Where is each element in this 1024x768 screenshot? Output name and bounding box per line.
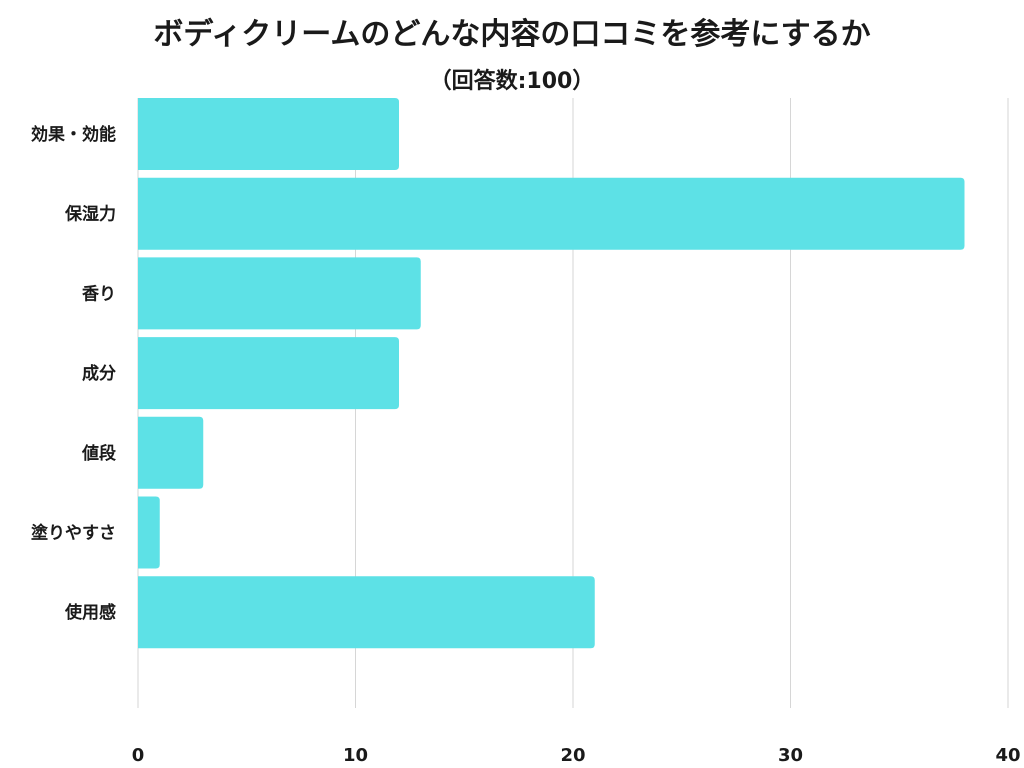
x-tick-label: 30 — [778, 745, 803, 766]
bar-6 — [138, 576, 595, 649]
x-tick-label: 40 — [995, 745, 1020, 766]
category-label: 成分 — [82, 363, 116, 384]
x-tick-label: 20 — [560, 745, 585, 766]
bar-1 — [138, 177, 965, 250]
x-axis-tick-labels: 0 10 20 30 40 — [132, 745, 1021, 766]
bar-4 — [138, 416, 204, 489]
bar-0 — [138, 98, 399, 170]
category-label: 塗りやすさ — [31, 523, 116, 544]
x-tick-label: 10 — [343, 745, 368, 766]
x-tick-label: 0 — [132, 745, 145, 766]
chart-title: ボディクリームのどんな内容の口コミを参考にするか — [153, 17, 870, 52]
category-label: 効果・効能 — [31, 124, 116, 145]
category-label: 香り — [82, 284, 116, 304]
category-label: 使用感 — [64, 602, 116, 623]
bar-5 — [138, 496, 160, 569]
bar-3 — [138, 337, 399, 410]
bars — [138, 98, 965, 649]
category-label: 保湿力 — [64, 204, 116, 225]
category-label: 値段 — [81, 443, 116, 464]
chart-subtitle: （回答数:100） — [430, 68, 595, 94]
bar-2 — [138, 257, 421, 330]
